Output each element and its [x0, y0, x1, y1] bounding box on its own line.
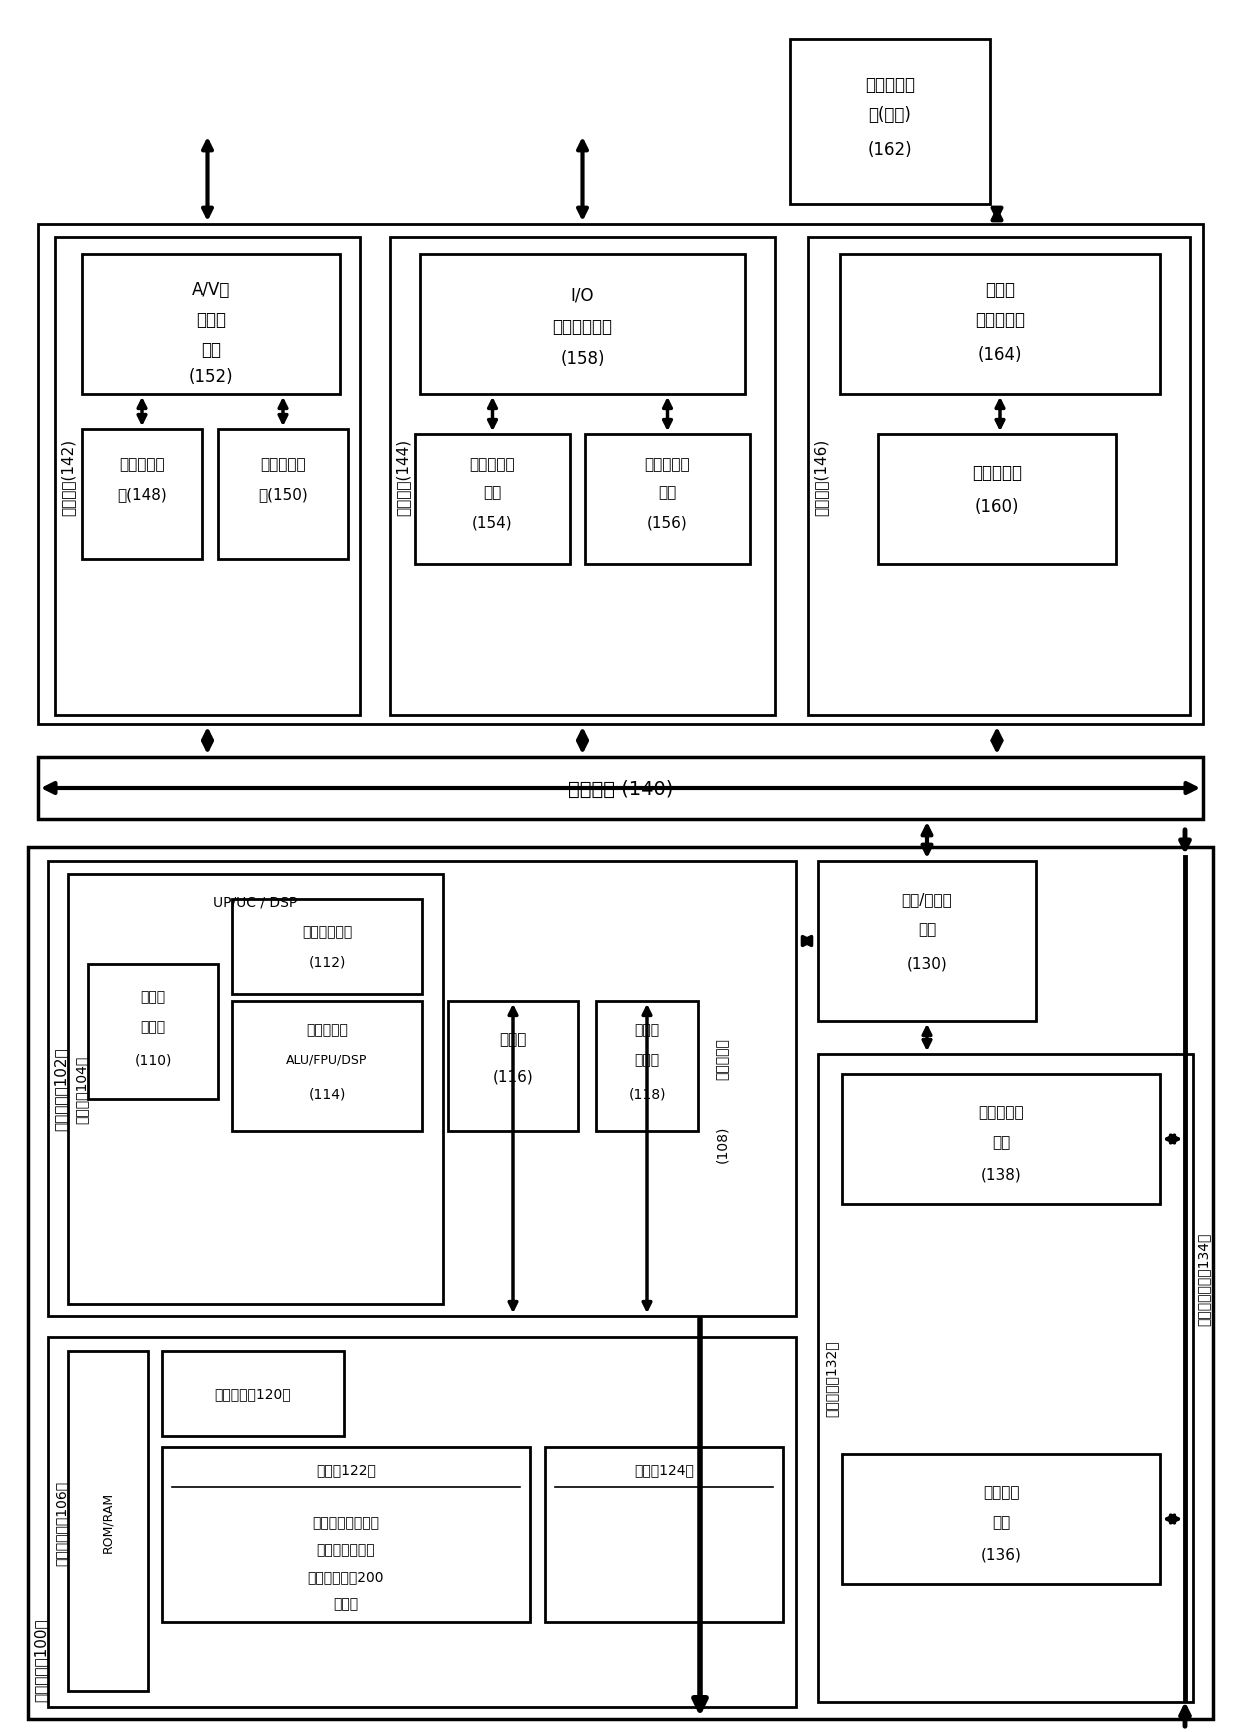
Bar	[68, 875, 443, 1304]
Bar	[790, 40, 990, 204]
Text: 储存设备（132）: 储存设备（132）	[825, 1341, 838, 1417]
Text: 口（多个）: 口（多个）	[975, 310, 1025, 329]
Bar	[38, 757, 1203, 819]
Text: (130): (130)	[906, 956, 947, 972]
Text: 外围接口(144): 外围接口(144)	[396, 438, 410, 514]
Text: (114): (114)	[309, 1086, 346, 1100]
Text: 总线/接口控: 总线/接口控	[901, 892, 952, 908]
Text: 制器: 制器	[918, 921, 936, 937]
Text: (152): (152)	[188, 367, 233, 386]
Text: 制器: 制器	[484, 485, 502, 501]
Bar	[842, 1455, 1159, 1585]
Bar	[82, 430, 202, 559]
Text: 制器: 制器	[658, 485, 677, 501]
Text: 寄存器: 寄存器	[500, 1032, 527, 1046]
Text: 储存接口总线（134）: 储存接口总线（134）	[1197, 1231, 1210, 1325]
Text: 系统存储器（106）: 系统存储器（106）	[55, 1479, 68, 1564]
Text: 接口总线 (140): 接口总线 (140)	[568, 779, 673, 798]
Bar	[88, 965, 218, 1100]
Bar	[420, 255, 745, 395]
Bar	[546, 1448, 782, 1623]
Text: 控制器: 控制器	[635, 1053, 660, 1067]
Bar	[818, 861, 1035, 1022]
Bar	[839, 255, 1159, 395]
Bar	[448, 1001, 578, 1131]
Text: UP/UC / DSP: UP/UC / DSP	[213, 895, 298, 909]
Bar	[842, 1074, 1159, 1204]
Text: 网络控制器: 网络控制器	[972, 464, 1022, 481]
Text: A/V端: A/V端	[192, 281, 231, 300]
Bar	[596, 1001, 698, 1131]
Text: I/O: I/O	[570, 286, 594, 303]
Text: 备(多个): 备(多个)	[868, 106, 911, 125]
Text: ROM/RAM: ROM/RAM	[102, 1491, 114, 1552]
Bar	[878, 435, 1116, 565]
Text: 可移除储: 可移除储	[983, 1484, 1019, 1500]
Bar	[232, 1001, 422, 1131]
Text: (158): (158)	[560, 350, 605, 367]
Bar	[232, 899, 422, 994]
Text: 计算设备（100）: 计算设备（100）	[33, 1618, 48, 1701]
Bar	[808, 237, 1190, 715]
Text: 明的设备报警等: 明的设备报警等	[316, 1541, 376, 1555]
Bar	[48, 861, 796, 1316]
Text: 一级高: 一级高	[140, 989, 166, 1003]
Text: (110): (110)	[134, 1053, 171, 1067]
Text: 口（多: 口（多	[196, 310, 226, 329]
Bar	[29, 847, 1213, 1718]
Text: 存器: 存器	[992, 1134, 1011, 1150]
Text: 图像处理单: 图像处理单	[119, 457, 165, 473]
Text: (112): (112)	[309, 954, 346, 968]
Bar	[415, 435, 570, 565]
Text: 处理器核心: 处理器核心	[306, 1022, 348, 1036]
Text: 不可移除储: 不可移除储	[978, 1105, 1024, 1121]
Text: (108): (108)	[715, 1124, 729, 1162]
Text: 二级高速缓存: 二级高速缓存	[301, 925, 352, 939]
Text: 用于执行根据本发: 用于执行根据本发	[312, 1516, 379, 1529]
Text: 端口（多个）: 端口（多个）	[553, 317, 613, 336]
Text: (138): (138)	[981, 1167, 1022, 1181]
Text: (164): (164)	[978, 346, 1022, 364]
Bar	[82, 255, 340, 395]
Bar	[818, 1055, 1193, 1703]
Text: 存储器总线: 存储器总线	[715, 1037, 729, 1079]
Text: 程序（122）: 程序（122）	[316, 1462, 376, 1476]
Text: (160): (160)	[975, 497, 1019, 516]
Text: (154): (154)	[472, 514, 513, 530]
Text: 存储器: 存储器	[635, 1022, 660, 1036]
Bar	[162, 1448, 529, 1623]
Text: 个）: 个）	[201, 341, 221, 359]
Text: 数据（124）: 数据（124）	[634, 1462, 694, 1476]
Text: 其他计算设: 其他计算设	[866, 76, 915, 94]
Text: 音频处理单: 音频处理单	[260, 457, 306, 473]
Bar	[391, 237, 775, 715]
Text: 操作系统（120）: 操作系统（120）	[215, 1387, 291, 1401]
Text: 基本配置（102）: 基本配置（102）	[53, 1046, 68, 1131]
Text: 速缓存: 速缓存	[140, 1020, 166, 1034]
Text: 输出设备(142): 输出设备(142)	[61, 438, 76, 514]
Text: 串行接口控: 串行接口控	[470, 457, 516, 473]
Text: 通信端: 通信端	[985, 281, 1016, 300]
Bar	[68, 1351, 148, 1690]
Text: (116): (116)	[492, 1069, 533, 1084]
Bar	[55, 237, 360, 715]
Text: (118): (118)	[629, 1086, 666, 1100]
Text: (162): (162)	[868, 140, 913, 159]
Text: 级的获取方法200: 级的获取方法200	[308, 1569, 384, 1583]
Bar	[218, 430, 348, 559]
Bar	[38, 225, 1203, 724]
Text: 元(148): 元(148)	[117, 487, 167, 502]
Bar	[162, 1351, 343, 1436]
Bar	[585, 435, 750, 565]
Text: 并行接口控: 并行接口控	[645, 457, 691, 473]
Text: (136): (136)	[981, 1547, 1022, 1562]
Text: 通信设备(146): 通信设备(146)	[813, 438, 828, 516]
Text: ALU/FPU/DSP: ALU/FPU/DSP	[286, 1053, 368, 1065]
Bar	[48, 1337, 796, 1708]
Text: 存器: 存器	[992, 1514, 1011, 1529]
Text: 元(150): 元(150)	[258, 487, 308, 502]
Text: (156): (156)	[647, 514, 688, 530]
Text: 处理器（104）: 处理器（104）	[74, 1055, 88, 1124]
Text: 的指令: 的指令	[334, 1597, 358, 1611]
